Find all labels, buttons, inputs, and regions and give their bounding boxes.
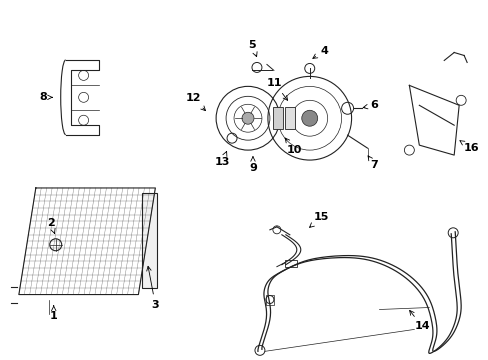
Bar bbox=[265, 294, 273, 305]
Circle shape bbox=[242, 112, 253, 124]
Text: 16: 16 bbox=[459, 141, 478, 153]
Text: 7: 7 bbox=[367, 156, 378, 170]
Text: 6: 6 bbox=[363, 100, 378, 110]
Text: 11: 11 bbox=[266, 78, 287, 100]
Text: 5: 5 bbox=[247, 40, 257, 57]
Text: 2: 2 bbox=[47, 218, 55, 234]
Text: 8: 8 bbox=[39, 92, 52, 102]
Circle shape bbox=[301, 110, 317, 126]
Text: 4: 4 bbox=[312, 45, 328, 58]
Text: 15: 15 bbox=[309, 212, 329, 228]
Text: 14: 14 bbox=[409, 310, 429, 332]
Text: 10: 10 bbox=[285, 138, 302, 155]
Text: 1: 1 bbox=[50, 306, 58, 321]
Text: 3: 3 bbox=[146, 266, 159, 310]
Bar bbox=[285, 260, 296, 267]
Bar bbox=[272, 107, 282, 129]
Text: 12: 12 bbox=[185, 93, 205, 111]
Text: 13: 13 bbox=[214, 152, 229, 167]
Text: 9: 9 bbox=[248, 157, 256, 173]
Bar bbox=[142, 193, 157, 288]
Bar bbox=[285, 107, 294, 129]
